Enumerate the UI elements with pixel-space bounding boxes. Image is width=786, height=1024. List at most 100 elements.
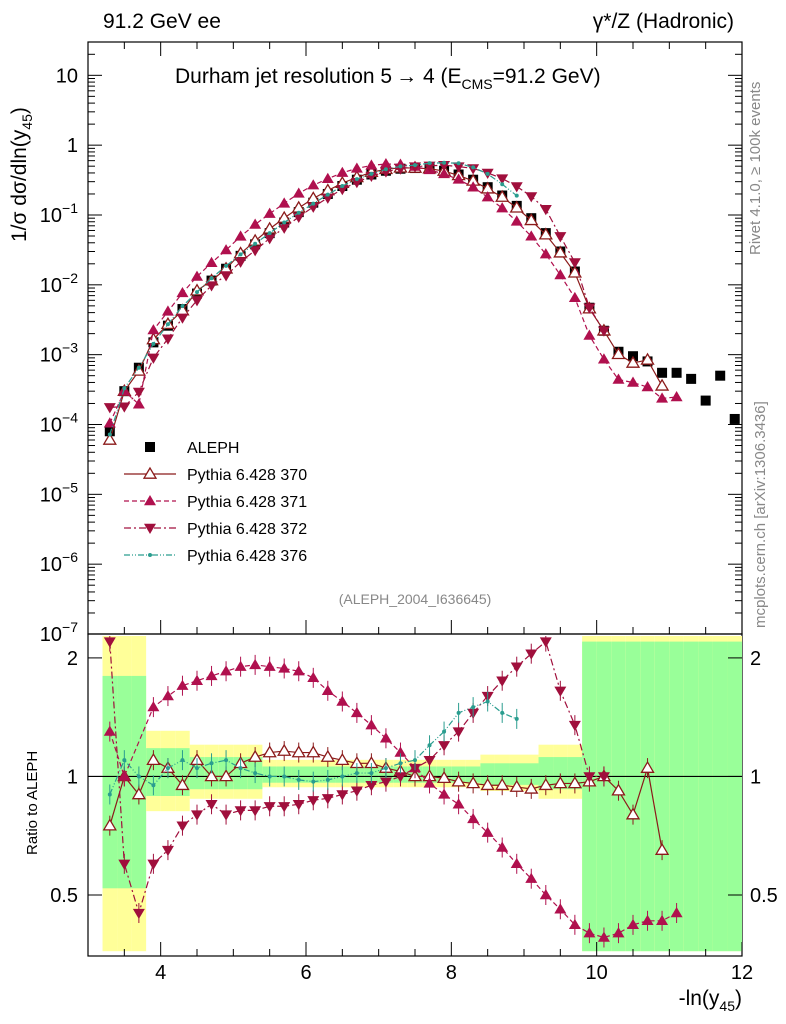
ratio-point bbox=[525, 872, 538, 883]
data-point bbox=[107, 432, 112, 437]
data-point bbox=[413, 163, 417, 168]
ratio-point bbox=[103, 725, 116, 736]
data-point bbox=[554, 232, 567, 243]
ratio-point bbox=[427, 743, 432, 748]
ratio-point bbox=[165, 766, 170, 771]
ratio-point bbox=[292, 665, 305, 676]
data-point bbox=[306, 191, 321, 204]
ratio-point bbox=[247, 749, 263, 762]
data-point bbox=[321, 172, 334, 183]
y-tick-label: 1 bbox=[67, 135, 78, 157]
ratio-band-green bbox=[683, 641, 699, 952]
ratio-point bbox=[249, 658, 262, 670]
ratio-point bbox=[495, 777, 510, 791]
series-line bbox=[109, 162, 518, 435]
data-point bbox=[249, 246, 262, 257]
ratio-point bbox=[204, 769, 219, 782]
ratio-band-green bbox=[538, 757, 554, 790]
ratio-point bbox=[175, 777, 190, 791]
data-point bbox=[132, 387, 145, 398]
ratio-point bbox=[467, 812, 480, 824]
ratio-point bbox=[263, 660, 276, 671]
ratio-point bbox=[583, 772, 596, 783]
legend-label: Pythia 6.428 371 bbox=[187, 494, 307, 511]
data-point bbox=[442, 160, 447, 165]
data-point bbox=[671, 367, 682, 378]
ratio-point bbox=[122, 758, 127, 763]
data-point bbox=[249, 218, 262, 229]
data-point bbox=[700, 395, 711, 406]
ratio-point bbox=[394, 772, 407, 783]
data-point bbox=[336, 166, 349, 177]
ratio-point bbox=[102, 818, 117, 831]
data-point bbox=[350, 178, 363, 189]
y-tick-label: 10−5 bbox=[40, 479, 78, 506]
legend-label: Pythia 6.428 372 bbox=[187, 521, 307, 538]
legend-marker bbox=[148, 553, 152, 557]
data-point bbox=[176, 286, 189, 298]
ratio-point bbox=[325, 777, 330, 782]
data-point bbox=[238, 252, 243, 257]
ratio-point bbox=[369, 771, 374, 776]
data-point bbox=[103, 403, 116, 414]
data-point bbox=[191, 270, 203, 281]
ratio-point bbox=[452, 798, 465, 809]
data-point bbox=[220, 244, 233, 255]
data-point bbox=[654, 378, 670, 391]
ratio-point bbox=[423, 755, 436, 767]
data-point bbox=[147, 324, 160, 335]
legend: ALEPH Pythia 6.428 370 Pythia 6.428 371 Pyt… bbox=[124, 440, 307, 565]
ratio-point bbox=[118, 859, 131, 870]
ratio-point bbox=[249, 806, 262, 817]
data-point bbox=[524, 213, 539, 226]
x-tick-label: 4 bbox=[155, 962, 166, 984]
ratio-point bbox=[568, 720, 581, 732]
ratio-point bbox=[354, 771, 359, 776]
ratio-band-green bbox=[698, 641, 713, 952]
legend-marker bbox=[142, 466, 158, 479]
ratio-point bbox=[136, 774, 141, 779]
ratio-point bbox=[612, 927, 625, 938]
ratio-point bbox=[147, 859, 160, 870]
data-point bbox=[234, 230, 247, 241]
data-point bbox=[627, 376, 639, 387]
ratio-point bbox=[307, 796, 320, 807]
ratio-point bbox=[654, 842, 670, 855]
ratio-band-green bbox=[640, 641, 655, 952]
ratio-point bbox=[640, 760, 655, 773]
ratio-point bbox=[321, 684, 334, 696]
y-tick-label: 10−1 bbox=[40, 200, 78, 227]
data-point bbox=[224, 263, 229, 268]
ratio-point bbox=[496, 841, 509, 852]
ratio-point bbox=[597, 931, 610, 942]
ratio-point bbox=[118, 770, 131, 781]
data-point bbox=[514, 193, 519, 198]
series-line bbox=[109, 163, 677, 424]
data-point bbox=[554, 269, 567, 280]
data-point bbox=[640, 352, 655, 365]
ratio-bands bbox=[88, 636, 742, 952]
data-point bbox=[340, 184, 345, 189]
ratio-point bbox=[161, 690, 174, 701]
data-point bbox=[729, 413, 740, 424]
data-point bbox=[296, 210, 301, 215]
ratio-point bbox=[277, 743, 292, 756]
data-point bbox=[291, 200, 306, 213]
ratio-point bbox=[583, 927, 596, 938]
data-point bbox=[438, 167, 451, 179]
ratio-point bbox=[611, 783, 626, 796]
ratio-point bbox=[365, 719, 378, 730]
x-axis-label: -ln(y45) bbox=[679, 987, 742, 1014]
data-point bbox=[715, 370, 726, 381]
ratio-point bbox=[567, 776, 583, 789]
ratio-point bbox=[191, 810, 203, 821]
ratio-band-green bbox=[175, 748, 190, 796]
ratio-point bbox=[253, 771, 258, 776]
ratio-point bbox=[238, 766, 243, 771]
data-point bbox=[427, 161, 432, 166]
data-point bbox=[234, 257, 247, 268]
data-point bbox=[568, 258, 581, 269]
data-point bbox=[151, 341, 156, 346]
data-point bbox=[191, 296, 203, 307]
ratio-point bbox=[176, 821, 189, 832]
